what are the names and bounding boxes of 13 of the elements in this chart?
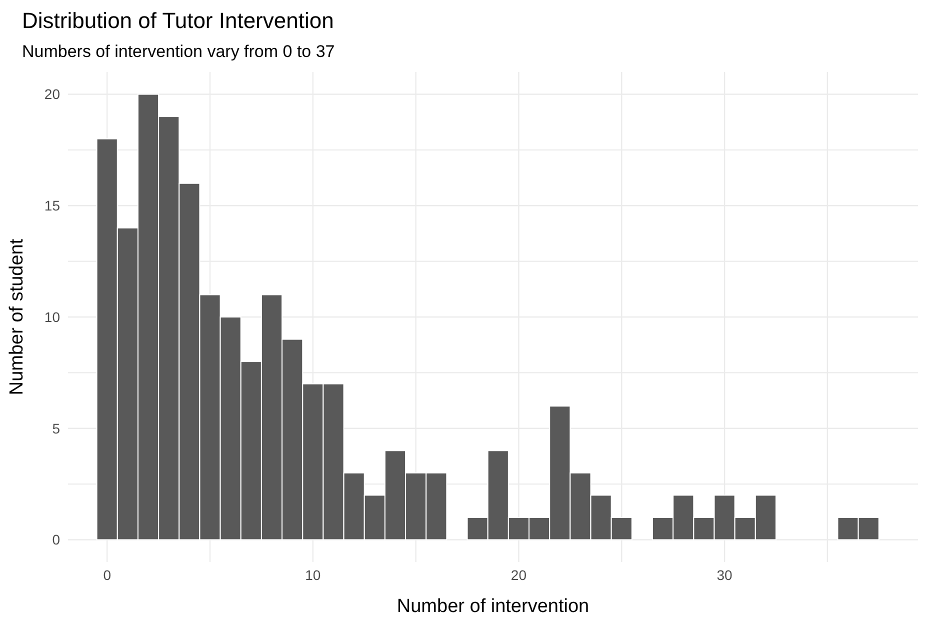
x-tick-label: 10 [305, 566, 321, 583]
chart-title: Distribution of Tutor Intervention [21, 8, 335, 34]
y-tick-label: 15 [44, 198, 60, 214]
chart-subtitle: Numbers of intervention vary from 0 to 37 [21, 42, 336, 62]
x-tick-label: 30 [716, 566, 733, 583]
y-tick-label: 0 [52, 532, 60, 548]
y-axis-title: Number of student [6, 238, 28, 396]
x-tick-label: 0 [103, 566, 112, 583]
y-tick-label: 5 [52, 420, 60, 436]
x-tick-label: 20 [510, 566, 527, 583]
x-axis-title: Number of intervention [396, 596, 590, 617]
y-tick-label: 10 [44, 308, 60, 325]
y-tick-label: 20 [44, 86, 60, 102]
